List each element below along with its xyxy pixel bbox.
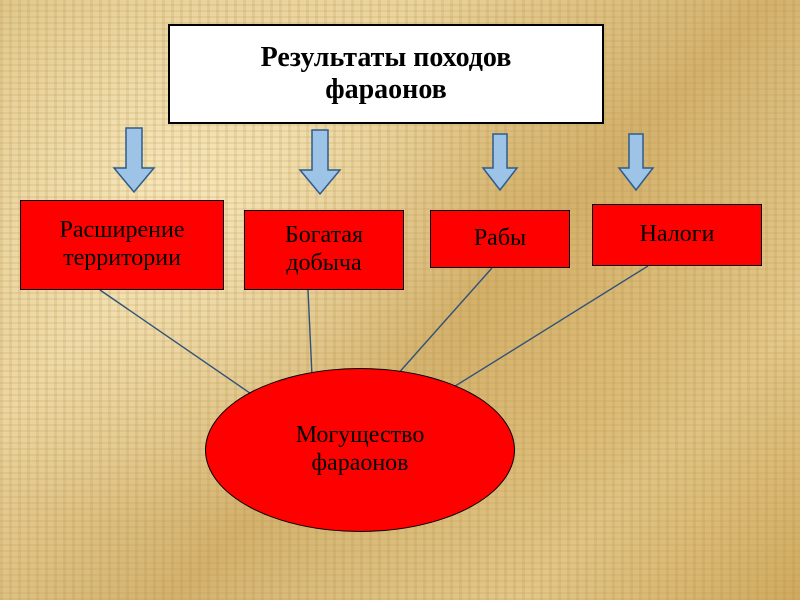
result-box-label: Рабы: [474, 225, 526, 253]
result-box-label: Расширение территории: [60, 217, 185, 272]
center-label: Могущество фараонов: [296, 422, 425, 477]
result-box-expansion: Расширение территории: [20, 200, 224, 290]
result-box-slaves: Рабы: [430, 210, 570, 268]
title-text: Результаты походов фараонов: [261, 42, 512, 106]
result-box-label: Налоги: [640, 221, 715, 249]
result-box-loot: Богатая добыча: [244, 210, 404, 290]
title-box: Результаты походов фараонов: [168, 24, 604, 124]
result-box-label: Богатая добыча: [285, 222, 363, 277]
center-ellipse: Могущество фараонов: [205, 368, 515, 532]
result-box-taxes: Налоги: [592, 204, 762, 266]
